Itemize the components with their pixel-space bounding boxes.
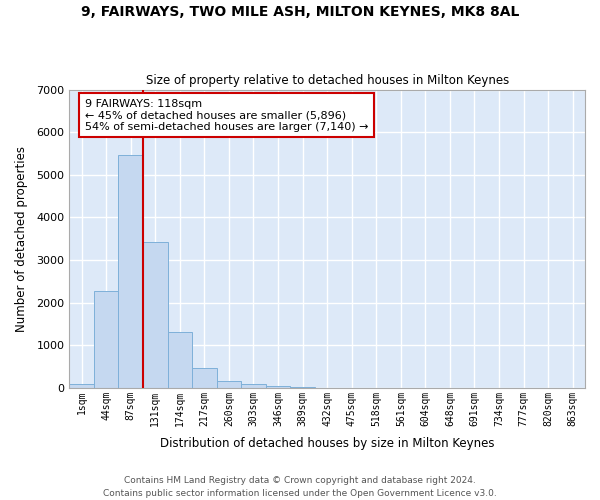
Bar <box>118 155 143 388</box>
Text: 9, FAIRWAYS, TWO MILE ASH, MILTON KEYNES, MK8 8AL: 9, FAIRWAYS, TWO MILE ASH, MILTON KEYNES… <box>81 5 519 19</box>
Text: Contains HM Land Registry data © Crown copyright and database right 2024.
Contai: Contains HM Land Registry data © Crown c… <box>103 476 497 498</box>
Bar <box>217 382 241 388</box>
Y-axis label: Number of detached properties: Number of detached properties <box>15 146 28 332</box>
Bar <box>290 386 315 388</box>
Text: 9 FAIRWAYS: 118sqm
← 45% of detached houses are smaller (5,896)
54% of semi-deta: 9 FAIRWAYS: 118sqm ← 45% of detached hou… <box>85 98 368 132</box>
Bar <box>266 386 290 388</box>
Bar <box>241 384 266 388</box>
Bar <box>94 290 118 388</box>
Bar <box>70 384 94 388</box>
Bar <box>192 368 217 388</box>
Bar <box>167 332 192 388</box>
Bar <box>143 242 167 388</box>
Title: Size of property relative to detached houses in Milton Keynes: Size of property relative to detached ho… <box>146 74 509 87</box>
X-axis label: Distribution of detached houses by size in Milton Keynes: Distribution of detached houses by size … <box>160 437 494 450</box>
